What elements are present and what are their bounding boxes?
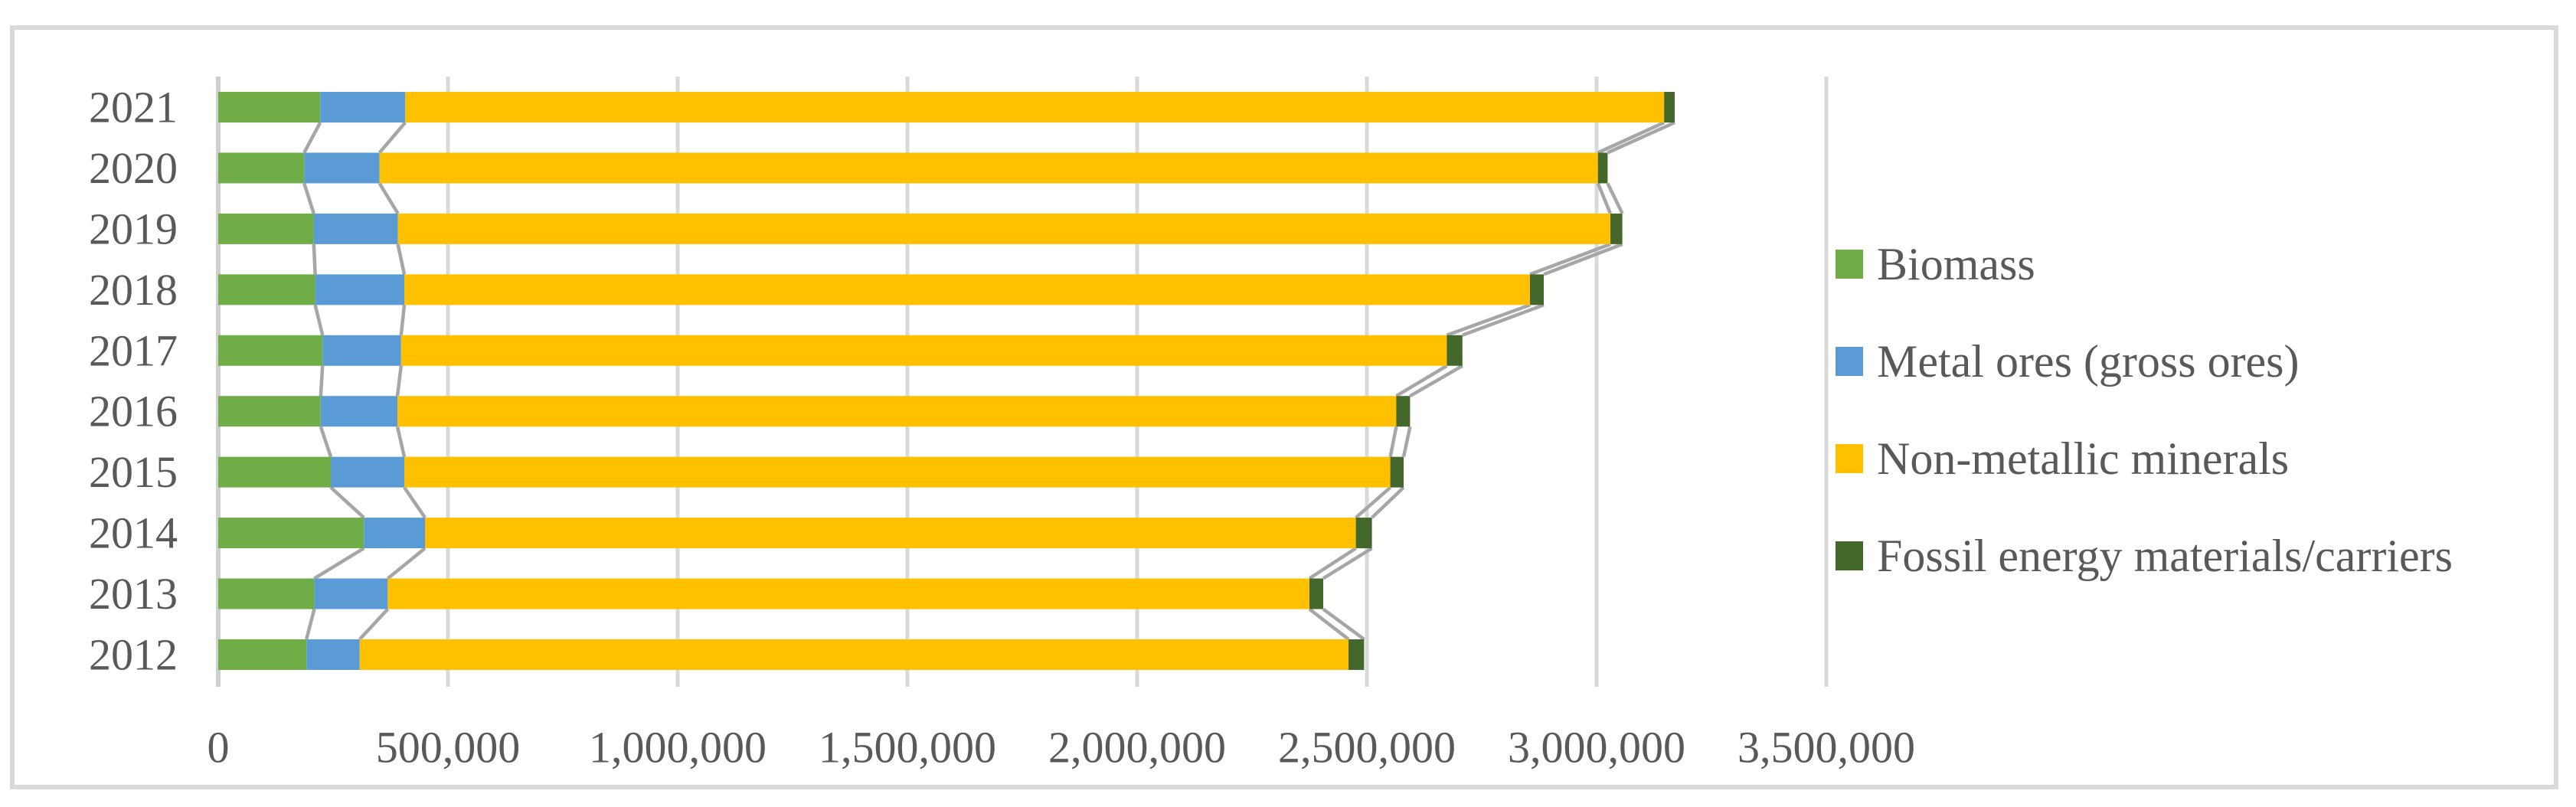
- bar-segment-fossil-energy-materials-carriers: [1610, 213, 1623, 244]
- series-connector-line: [319, 365, 325, 397]
- bar-segment-metal-ores-gross-ores: [364, 518, 425, 549]
- series-connector-line: [1308, 607, 1350, 641]
- bar-segment-non-metallic-minerals: [359, 639, 1348, 670]
- series-connector-line: [1529, 242, 1611, 276]
- series-connector-line: [403, 486, 427, 519]
- y-category-label: 2021: [89, 83, 178, 132]
- bar-segment-metal-ores-gross-ores: [306, 639, 360, 670]
- bar-segment-metal-ores-gross-ores: [304, 152, 380, 184]
- series-connector-line: [1462, 303, 1545, 337]
- series-connector-line: [305, 608, 316, 640]
- series-connector-line: [1395, 364, 1448, 398]
- x-tick-label: 1,000,000: [589, 723, 767, 773]
- x-tick-label: 0: [208, 723, 230, 773]
- y-category-label: 2019: [89, 204, 178, 253]
- series-connector-line: [1597, 120, 1666, 155]
- y-category-label: 2017: [89, 325, 178, 375]
- series-connector-line: [395, 365, 404, 397]
- series-connector-line: [312, 243, 317, 275]
- series-connector-line: [313, 304, 325, 336]
- bar-segment-metal-ores-gross-ores: [313, 213, 398, 244]
- y-category-label: 2016: [89, 387, 178, 436]
- bar-segment-metal-ores-gross-ores: [320, 92, 406, 123]
- series-connector-line: [1322, 607, 1365, 641]
- bar-segment-fossil-energy-materials-carriers: [1664, 92, 1675, 123]
- y-category-label: 2020: [89, 143, 178, 193]
- bar-segment-fossil-energy-materials-carriers: [1309, 578, 1323, 609]
- series-connector-line: [378, 182, 400, 215]
- bar-segment-fossil-energy-materials-carriers: [1396, 396, 1411, 427]
- bar-segment-fossil-energy-materials-carriers: [1390, 456, 1404, 488]
- bar-segment-biomass: [218, 518, 364, 549]
- series-connector-line: [399, 305, 407, 335]
- bar-segment-biomass: [218, 92, 321, 123]
- bar-segment-fossil-energy-materials-carriers: [1355, 518, 1372, 549]
- series-connector-line: [1388, 426, 1398, 458]
- y-category-label: 2014: [89, 508, 178, 558]
- series-connector-line: [378, 121, 407, 154]
- x-tick-label: 500,000: [376, 723, 521, 773]
- x-tick-label: 3,500,000: [1737, 723, 1915, 773]
- bar-segment-biomass: [218, 335, 323, 366]
- bar-segment-metal-ores-gross-ores: [315, 274, 404, 305]
- bar-segment-non-metallic-minerals: [387, 578, 1309, 609]
- bar-segment-biomass: [218, 396, 321, 427]
- bar-segment-non-metallic-minerals: [400, 335, 1447, 366]
- series-connector-line: [1409, 364, 1463, 398]
- y-category-label: 2018: [89, 265, 178, 315]
- series-connector-line: [1322, 547, 1373, 580]
- bar-segment-fossil-energy-materials-carriers: [1597, 152, 1608, 184]
- bar-segment-biomass: [218, 456, 331, 488]
- bar-segment-non-metallic-minerals: [397, 213, 1610, 244]
- bar-segment-fossil-energy-materials-carriers: [1447, 335, 1463, 366]
- y-category-label: 2013: [89, 569, 178, 619]
- bar-segment-biomass: [218, 274, 315, 305]
- series-connector-line: [1606, 182, 1624, 214]
- series-connector-line: [396, 243, 407, 275]
- bar-segment-metal-ores-gross-ores: [320, 396, 397, 427]
- x-tick-label: 2,500,000: [1278, 723, 1456, 773]
- series-connector-line: [395, 426, 407, 458]
- bar-segment-metal-ores-gross-ores: [314, 578, 388, 609]
- series-connector-line: [1596, 182, 1613, 214]
- bar-segment-biomass: [218, 578, 315, 609]
- series-connector-line: [302, 182, 315, 214]
- series-connector-line: [302, 121, 322, 154]
- bar-segment-biomass: [218, 639, 307, 670]
- bar-segment-non-metallic-minerals: [397, 396, 1397, 427]
- y-category-label: 2012: [89, 629, 178, 679]
- series-connector-line: [1446, 303, 1531, 337]
- bar-segment-non-metallic-minerals: [379, 152, 1598, 184]
- bar-segment-fossil-energy-materials-carriers: [1530, 274, 1544, 305]
- series-connector-line: [313, 547, 365, 580]
- bar-segment-metal-ores-gross-ores: [331, 456, 404, 488]
- series-connector-line: [1308, 547, 1357, 580]
- bar-segment-non-metallic-minerals: [404, 456, 1391, 488]
- bar-segment-non-metallic-minerals: [405, 92, 1665, 123]
- series-connector-line: [386, 547, 427, 580]
- series-connector-line: [1371, 486, 1405, 519]
- bar-segment-non-metallic-minerals: [404, 274, 1530, 305]
- y-category-label: 2015: [89, 447, 178, 497]
- bar-segment-fossil-energy-materials-carriers: [1348, 639, 1365, 670]
- series-connector-line: [1355, 485, 1392, 519]
- x-tick-label: 1,500,000: [819, 723, 996, 773]
- x-tick-label: 2,000,000: [1048, 723, 1226, 773]
- bar-segment-metal-ores-gross-ores: [322, 335, 401, 366]
- series-connector-line: [1607, 120, 1675, 155]
- x-tick-label: 3,000,000: [1508, 723, 1685, 773]
- series-connector-line: [358, 607, 390, 641]
- series-connector-line: [1401, 426, 1412, 458]
- series-connector-line: [319, 426, 333, 458]
- series-connector-line: [1543, 242, 1623, 276]
- bar-segment-biomass: [218, 152, 305, 184]
- bar-segment-biomass: [218, 213, 314, 244]
- bar-segment-non-metallic-minerals: [425, 518, 1356, 549]
- series-connector-line: [329, 485, 365, 519]
